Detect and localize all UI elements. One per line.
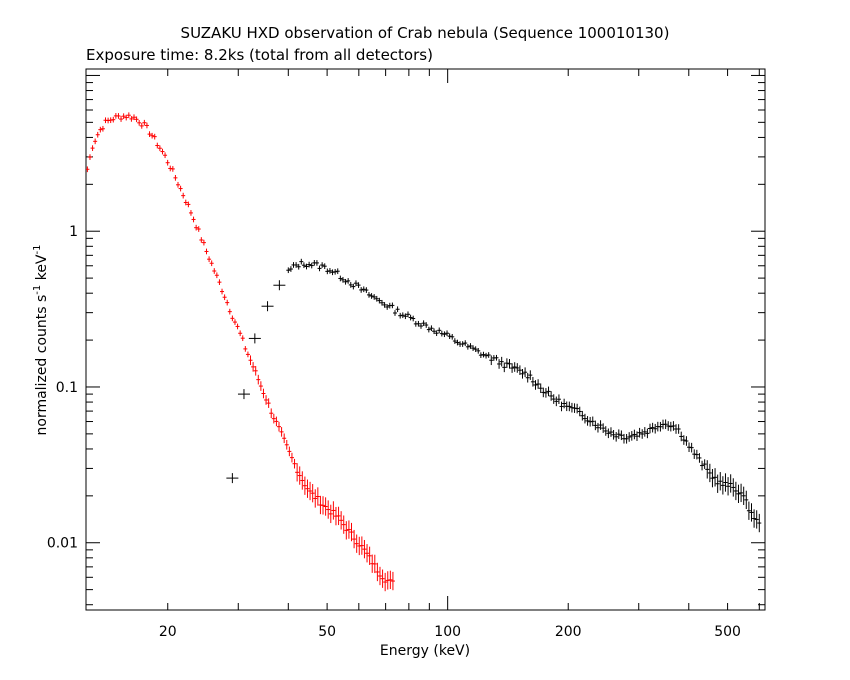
series-red (86, 112, 395, 592)
chart-title: SUZAKU HXD observation of Crab nebula (S… (181, 24, 670, 42)
y-tick-label: 0.1 (56, 380, 78, 396)
y-axis-label-sup1: -1 (32, 285, 43, 295)
series-black (226, 258, 762, 533)
y-tick-label: 1 (69, 224, 78, 240)
y-axis-label: normalized counts s-1 keV-1 (32, 245, 50, 436)
y-axis-label-main: normalized counts s (34, 295, 50, 436)
x-axis-label: Energy (keV) (380, 643, 470, 659)
x-tick-label: 20 (159, 624, 177, 640)
x-tick-label: 50 (318, 624, 336, 640)
y-tick-label: 0.01 (47, 536, 78, 552)
y-axis-label-mid: keV (34, 254, 50, 285)
y-tick-labels: 0.01 0.1 1 (47, 224, 78, 552)
axis-ticks (86, 69, 765, 610)
x-tick-label: 500 (714, 624, 741, 640)
y-axis-label-sup2: -1 (32, 245, 43, 255)
x-tick-label: 200 (555, 624, 582, 640)
x-tick-label: 100 (434, 624, 461, 640)
chart-subtitle: Exposure time: 8.2ks (total from all det… (86, 46, 433, 64)
plot-frame (85, 68, 766, 611)
x-tick-labels: 20 50 100 200 500 (159, 624, 741, 640)
